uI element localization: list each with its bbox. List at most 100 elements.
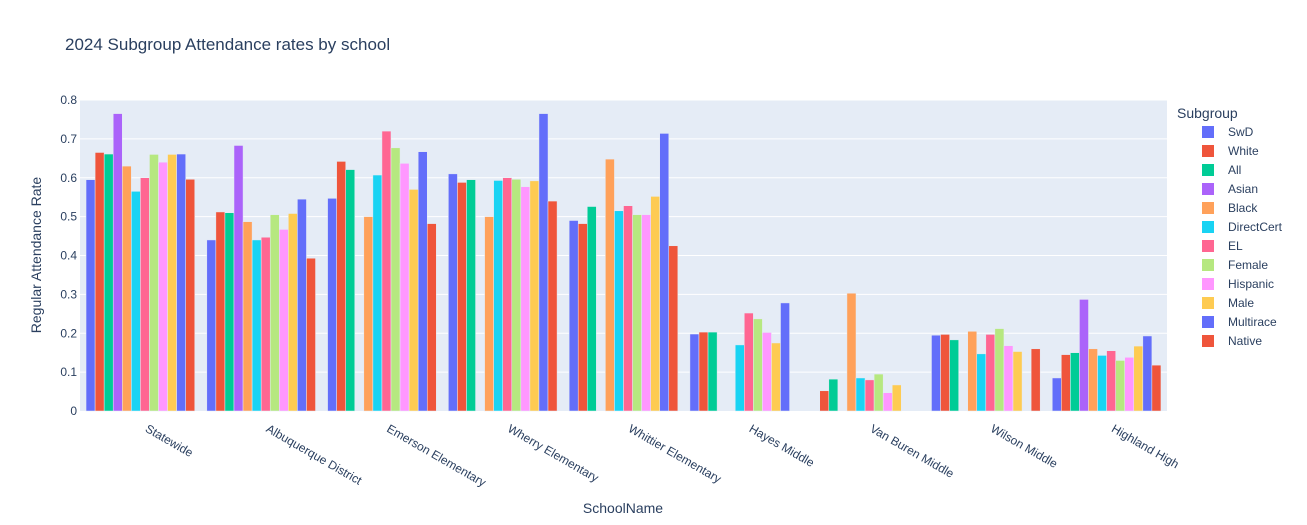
bar-black-2[interactable] [363,216,374,412]
bar-all-5[interactable] [707,331,718,412]
bar-female-2[interactable] [390,147,401,412]
bar-female-6[interactable] [873,373,884,412]
bar-el-7[interactable] [985,334,996,412]
bar-female-1[interactable] [269,214,280,412]
bar-male-7[interactable] [1012,351,1023,412]
bar-el-2[interactable] [381,130,392,412]
bar-hispanic-3[interactable] [520,186,531,412]
legend-item-el[interactable]: EL [1202,239,1243,253]
bar-hispanic-8[interactable] [1124,357,1135,412]
bar-multirace-1[interactable] [297,198,307,412]
bar-black-4[interactable] [605,158,615,412]
bar-asian-0[interactable] [112,113,123,412]
bar-black-7[interactable] [967,331,978,412]
bar-female-4[interactable] [632,214,642,412]
bar-directcert-1[interactable] [251,239,262,412]
legend-item-male[interactable]: Male [1202,296,1254,310]
bar-white-3[interactable] [457,182,467,412]
bar-white-8[interactable] [1061,354,1071,412]
bar-directcert-3[interactable] [493,180,503,412]
bar-native-2[interactable] [426,223,437,412]
bar-el-3[interactable] [502,177,513,412]
bar-hispanic-4[interactable] [641,214,651,412]
bar-swd-8[interactable] [1052,377,1062,412]
bar-hispanic-5[interactable] [762,332,772,412]
bar-all-7[interactable] [949,339,959,412]
bar-native-8[interactable] [1151,364,1162,412]
bar-white-2[interactable] [336,161,346,412]
bar-male-6[interactable] [891,384,902,412]
bar-male-5[interactable] [771,342,781,412]
bar-multirace-0[interactable] [176,153,186,412]
bar-directcert-0[interactable] [131,191,141,412]
legend-item-female[interactable]: Female [1202,258,1268,272]
bar-all-2[interactable] [345,169,356,412]
bar-all-8[interactable] [1070,352,1080,412]
bar-multirace-5[interactable] [780,302,790,412]
bar-native-0[interactable] [185,179,195,412]
bar-asian-1[interactable] [233,145,244,412]
legend-item-native[interactable]: Native [1202,334,1262,348]
legend-item-white[interactable]: White [1202,144,1259,158]
bar-swd-7[interactable] [931,334,941,412]
bar-white-6[interactable] [819,390,830,412]
bar-male-8[interactable] [1133,345,1144,412]
bar-swd-5[interactable] [689,333,700,412]
bar-directcert-7[interactable] [976,353,987,412]
bar-black-1[interactable] [242,221,253,412]
bar-male-3[interactable] [529,180,540,412]
legend-item-asian[interactable]: Asian [1202,182,1258,196]
bar-hispanic-1[interactable] [279,229,289,412]
bar-multirace-8[interactable] [1142,335,1153,412]
bar-white-0[interactable] [94,152,105,412]
bar-directcert-6[interactable] [855,377,866,412]
bar-native-3[interactable] [547,200,558,412]
bar-all-4[interactable] [587,206,597,412]
bar-black-3[interactable] [484,216,494,412]
bar-all-6[interactable] [828,378,839,412]
bar-swd-3[interactable] [448,173,458,412]
bar-female-8[interactable] [1115,360,1125,412]
bar-directcert-2[interactable] [372,174,383,412]
bar-el-0[interactable] [140,177,150,412]
bar-black-0[interactable] [122,165,132,412]
bar-swd-2[interactable] [327,198,337,412]
bar-female-5[interactable] [753,318,763,412]
legend-item-black[interactable]: Black [1202,201,1258,215]
bar-male-2[interactable] [408,189,419,412]
bar-male-1[interactable] [288,213,298,412]
bar-hispanic-7[interactable] [1003,345,1014,412]
bar-hispanic-2[interactable] [399,163,410,412]
bar-white-1[interactable] [215,211,226,412]
bar-directcert-4[interactable] [614,210,624,412]
bar-el-8[interactable] [1106,350,1116,412]
bar-black-8[interactable] [1088,348,1098,412]
bar-el-6[interactable] [864,379,875,412]
bar-male-4[interactable] [650,196,660,412]
bar-black-6[interactable] [846,292,857,412]
bar-el-1[interactable] [260,236,271,412]
bar-swd-0[interactable] [85,179,96,412]
bar-all-1[interactable] [224,212,235,412]
bar-el-4[interactable] [623,205,633,412]
bar-hispanic-0[interactable] [158,161,168,412]
bar-el-5[interactable] [744,312,754,412]
legend-item-multirace[interactable]: Multirace [1202,315,1277,329]
bar-native-7[interactable] [1030,348,1041,412]
bar-multirace-2[interactable] [417,151,428,412]
bar-female-3[interactable] [511,179,522,412]
bar-native-4[interactable] [668,245,679,412]
bar-multirace-3[interactable] [538,113,549,412]
bar-female-7[interactable] [994,328,1005,412]
bar-multirace-4[interactable] [659,133,670,412]
legend-item-swd[interactable]: SwD [1202,125,1254,139]
bar-hispanic-6[interactable] [882,392,893,412]
legend-item-hispanic[interactable]: Hispanic [1202,277,1274,291]
bar-all-0[interactable] [103,153,114,412]
bar-directcert-8[interactable] [1097,355,1107,412]
legend-item-directcert[interactable]: DirectCert [1202,220,1283,234]
bar-native-1[interactable] [306,257,316,412]
bar-swd-1[interactable] [206,239,217,412]
bar-female-0[interactable] [149,154,159,412]
bar-male-0[interactable] [167,154,177,412]
